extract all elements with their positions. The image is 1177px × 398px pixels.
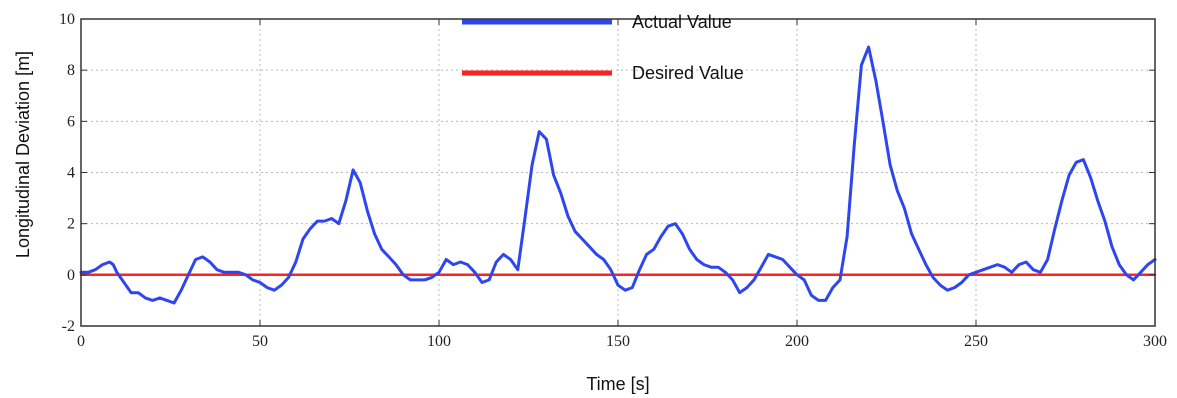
grid xyxy=(81,19,1155,326)
x-tick-label: 50 xyxy=(252,333,268,350)
y-tick-label: 6 xyxy=(67,113,75,130)
y-tick-label: 4 xyxy=(67,165,75,182)
x-tick-label: 100 xyxy=(427,333,451,350)
y-tick-label: 10 xyxy=(59,11,75,28)
y-tick-label: -2 xyxy=(62,318,75,335)
y-tick-label: 8 xyxy=(67,62,75,79)
series-group xyxy=(79,45,1157,305)
x-tick-label: 250 xyxy=(964,333,988,350)
y-tick-label: 2 xyxy=(67,216,75,233)
legend-label-actual-value: Actual Value xyxy=(632,12,732,32)
series-line-actual-value xyxy=(79,45,1157,305)
x-tick-label: 0 xyxy=(77,333,85,350)
x-tick-label: 200 xyxy=(785,333,809,350)
y-tick-label: 0 xyxy=(67,267,75,284)
legend-label-desired-value: Desired Value xyxy=(632,63,744,83)
legend: Actual Value Desired Value xyxy=(462,12,744,83)
x-axis-label: Time [s] xyxy=(586,374,649,394)
x-tick-label: 150 xyxy=(606,333,630,350)
y-axis-label: Longitudinal Deviation [m] xyxy=(13,51,33,258)
x-tick-label: 300 xyxy=(1143,333,1167,350)
